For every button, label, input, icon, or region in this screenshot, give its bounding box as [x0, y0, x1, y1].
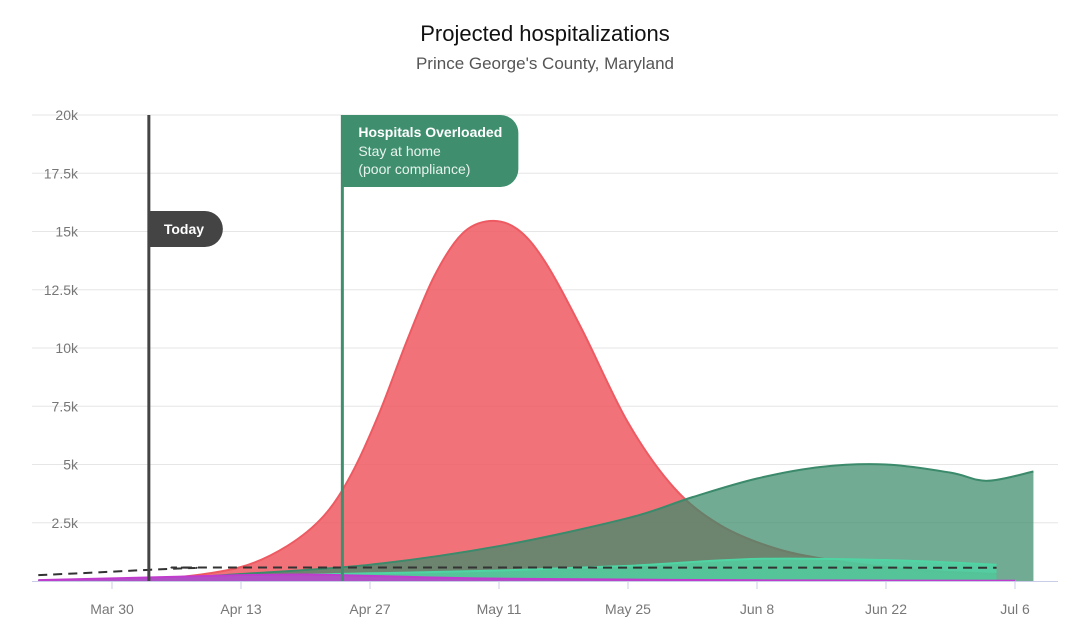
- y-tick-label: 12.5k: [44, 282, 79, 298]
- x-tick-label: Jul 6: [1000, 601, 1030, 617]
- y-tick-label: 10k: [55, 340, 79, 356]
- y-tick-label: 17.5k: [44, 165, 79, 181]
- today-label-box: [147, 211, 223, 247]
- series-3-area: [38, 574, 1016, 581]
- overload-sublabel: (poor compliance): [358, 161, 470, 177]
- series-1-line: [38, 463, 1034, 582]
- x-tick-label: Jun 22: [865, 601, 907, 617]
- y-tick-label: 7.5k: [52, 398, 79, 414]
- overload-label-box: [341, 115, 519, 187]
- series-3-line: [38, 573, 1016, 582]
- today-label: Today: [164, 221, 204, 237]
- overload-sublabel: Stay at home: [358, 143, 441, 159]
- x-tick-label: May 25: [605, 601, 651, 617]
- chart-subtitle: Prince George's County, Maryland: [415, 54, 675, 73]
- series-0-area: [38, 220, 997, 581]
- y-tick-label: 20k: [55, 107, 79, 123]
- series-1-area: [38, 464, 1034, 581]
- overload-label: Hospitals Overloaded: [358, 124, 502, 140]
- x-tick-label: May 11: [477, 601, 522, 617]
- y-tick-label: 5k: [63, 457, 79, 473]
- y-tick-label: 2.5k: [52, 515, 79, 531]
- x-tick-label: Mar 30: [90, 601, 134, 617]
- x-tick-label: Jun 8: [740, 601, 774, 617]
- capacity-dashed-line: [38, 566, 997, 577]
- y-tick-label: 15k: [55, 224, 79, 240]
- x-tick-label: Apr 27: [349, 601, 390, 617]
- x-tick-label: Apr 13: [220, 601, 261, 617]
- chart-title: Projected hospitalizations: [420, 21, 670, 46]
